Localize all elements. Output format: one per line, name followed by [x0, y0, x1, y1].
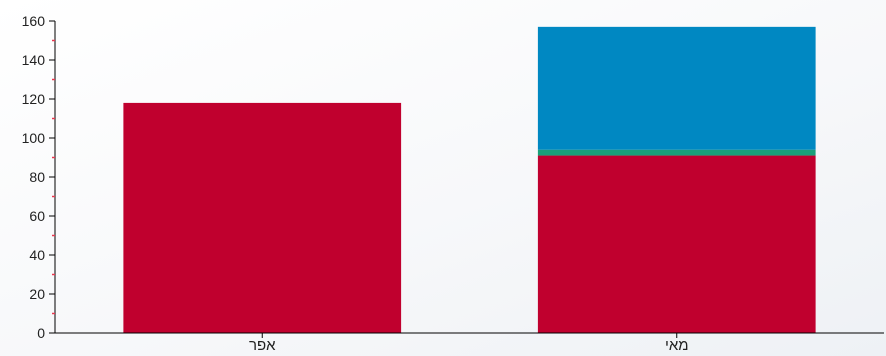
y-tick-label: 160	[22, 13, 46, 29]
labels-layer: אפר מאי 0 20 40 60 80 100 120 140 160	[22, 13, 689, 354]
bar-1-series-1	[537, 149, 816, 156]
bars-layer	[123, 26, 816, 334]
x-tick-label: אפר	[249, 337, 276, 354]
bar-1-series-0	[537, 155, 816, 333]
axes-layer	[49, 20, 884, 338]
y-tick-label: 0	[37, 325, 45, 341]
y-tick-label: 140	[22, 52, 46, 68]
x-tick-label: מאי	[665, 337, 689, 354]
bar-0-series-0	[123, 102, 402, 334]
y-tick-label: 40	[29, 247, 45, 263]
y-tick-label: 80	[29, 169, 45, 185]
bar-1-series-2	[537, 26, 816, 150]
y-tick-label: 60	[29, 208, 45, 224]
y-tick-label: 120	[22, 91, 46, 107]
y-tick-label: 100	[22, 130, 46, 146]
y-tick-label: 20	[29, 286, 45, 302]
